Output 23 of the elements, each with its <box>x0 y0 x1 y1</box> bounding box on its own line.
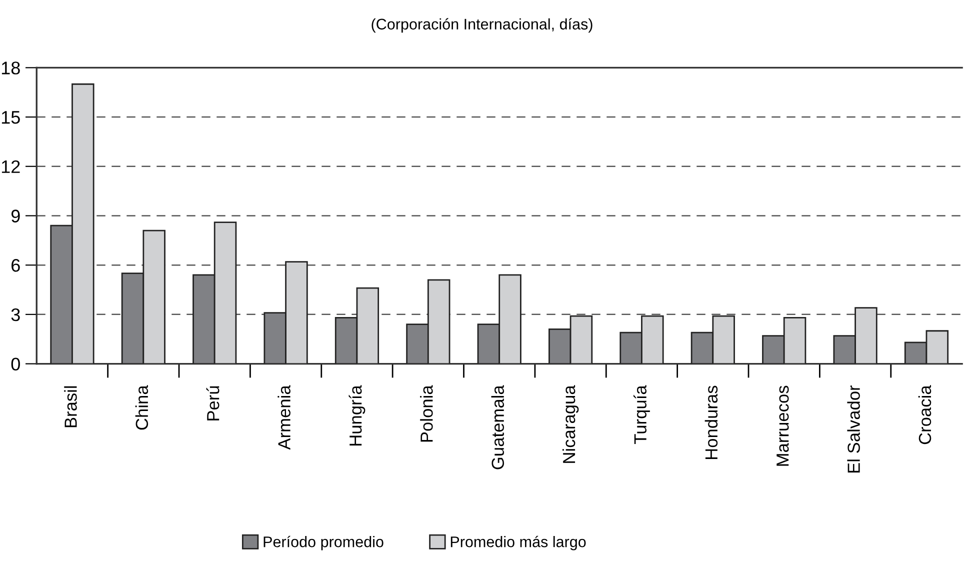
x-tick-label: Perú <box>206 386 220 420</box>
x-tick-label: Guatemala <box>491 385 504 470</box>
x-tick-label: Hungría <box>348 385 366 446</box>
x-tick-label: El Salvador <box>847 385 860 473</box>
x-tick-label: Turquía <box>634 385 650 444</box>
y-tick-label: 0 <box>11 358 20 370</box>
y-tick-label: 9 <box>11 210 20 222</box>
x-tick-label: Croacia <box>918 385 932 444</box>
x-tick-label: Armenia <box>278 385 290 450</box>
x-tick-label: Brasil <box>64 386 77 428</box>
legend-label: Promedio más largo <box>450 536 586 550</box>
x-tick-label: Honduras <box>704 386 718 460</box>
y-tick-label: 18 <box>2 62 20 74</box>
x-tick-label: Nicaragua <box>562 385 579 463</box>
y-tick-label: 3 <box>11 308 20 322</box>
x-tick-label: China <box>135 385 148 430</box>
chart-title: (Corporación Internacional, días) <box>372 18 592 33</box>
y-tick-label: 15 <box>2 111 20 124</box>
y-tick-label: 6 <box>12 259 20 272</box>
x-tick-label: Marruecos <box>776 386 789 466</box>
x-tick-label: Polonia <box>420 385 433 442</box>
y-tick-label: 12 <box>2 160 20 173</box>
legend-label: Período promedio <box>264 536 384 550</box>
